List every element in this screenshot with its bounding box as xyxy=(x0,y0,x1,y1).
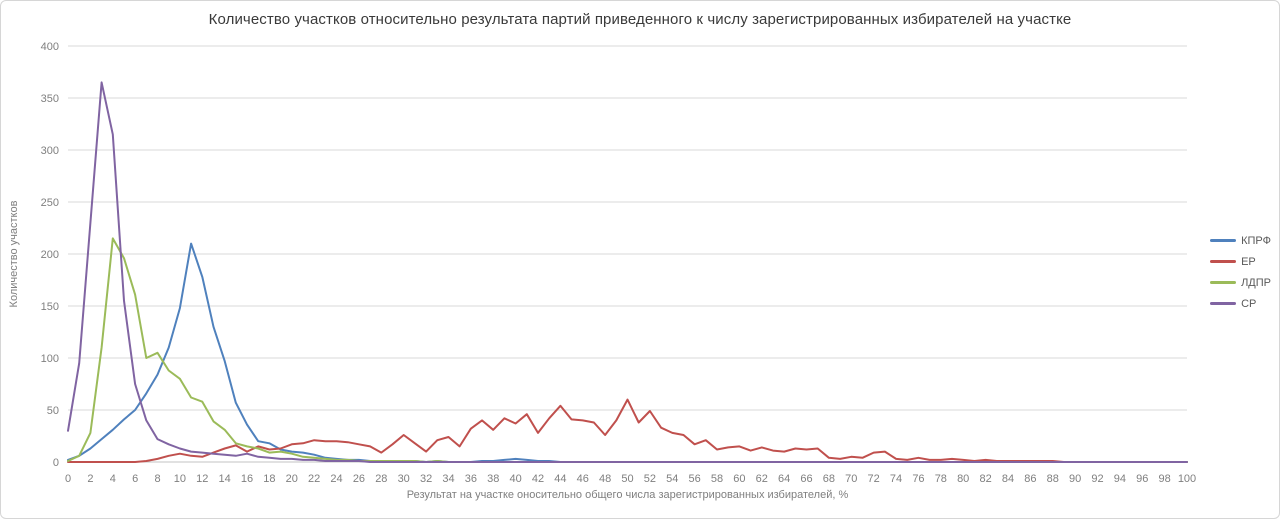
legend-item-СР: СР xyxy=(1210,297,1271,310)
x-tick-label: 38 xyxy=(487,473,499,485)
x-tick-label: 96 xyxy=(1136,473,1148,485)
x-tick-label: 40 xyxy=(509,473,521,485)
x-tick-label: 86 xyxy=(1024,473,1036,485)
x-tick-label: 52 xyxy=(644,473,656,485)
x-tick-label: 48 xyxy=(599,473,611,485)
x-tick-label: 66 xyxy=(800,473,812,485)
x-tick-label: 28 xyxy=(375,473,387,485)
legend-swatch-icon xyxy=(1210,302,1237,305)
x-tick-label: 64 xyxy=(778,473,790,485)
x-tick-label: 0 xyxy=(65,473,71,485)
legend-item-КПРФ: КПРФ xyxy=(1210,234,1271,247)
y-tick-label: 400 xyxy=(41,41,59,53)
legend-label: КПРФ xyxy=(1241,234,1271,247)
y-tick-label: 300 xyxy=(41,145,59,157)
legend-label: СР xyxy=(1241,297,1257,310)
legend-swatch-icon xyxy=(1210,260,1237,263)
legend-swatch-icon xyxy=(1210,239,1237,242)
legend-item-ЛДПР: ЛДПР xyxy=(1210,276,1271,289)
x-tick-label: 32 xyxy=(420,473,432,485)
x-tick-label: 74 xyxy=(890,473,902,485)
x-tick-label: 88 xyxy=(1047,473,1059,485)
x-tick-label: 80 xyxy=(957,473,969,485)
x-tick-label: 30 xyxy=(398,473,410,485)
x-tick-label: 14 xyxy=(219,473,231,485)
x-tick-label: 18 xyxy=(263,473,275,485)
series-line-КПРФ xyxy=(67,242,1188,463)
x-tick-label: 26 xyxy=(353,473,365,485)
x-tick-label: 2 xyxy=(87,473,93,485)
x-tick-label: 62 xyxy=(756,473,768,485)
x-tick-label: 84 xyxy=(1002,473,1014,485)
x-tick-label: 12 xyxy=(196,473,208,485)
x-tick-label: 92 xyxy=(1091,473,1103,485)
series-line-СР xyxy=(67,81,1188,463)
x-tick-label: 50 xyxy=(621,473,633,485)
x-tick-label: 90 xyxy=(1069,473,1081,485)
legend-swatch-icon xyxy=(1210,281,1237,284)
x-tick-label: 8 xyxy=(154,473,160,485)
x-tick-label: 42 xyxy=(532,473,544,485)
series-line-ЕР xyxy=(67,398,1188,463)
x-tick-label: 68 xyxy=(823,473,835,485)
x-tick-label: 94 xyxy=(1114,473,1126,485)
x-tick-label: 82 xyxy=(979,473,991,485)
x-tick-label: 4 xyxy=(110,473,116,485)
series-line-ЛДПР xyxy=(67,237,1188,463)
y-tick-label: 0 xyxy=(53,457,59,469)
legend: КПРФ ЕР ЛДПР СР xyxy=(1210,234,1271,310)
x-tick-label: 46 xyxy=(577,473,589,485)
x-tick-label: 100 xyxy=(1178,473,1196,485)
x-tick-label: 22 xyxy=(308,473,320,485)
legend-label: ЛДПР xyxy=(1241,276,1271,289)
x-tick-label: 72 xyxy=(868,473,880,485)
x-tick-label: 20 xyxy=(286,473,298,485)
legend-label: ЕР xyxy=(1241,255,1256,268)
x-tick-label: 78 xyxy=(935,473,947,485)
y-tick-label: 200 xyxy=(41,249,59,261)
x-axis-title: Результат на участке оносительно общего … xyxy=(406,489,849,501)
y-tick-label: 100 xyxy=(41,353,59,365)
y-tick-label: 150 xyxy=(41,301,59,313)
x-tick-label: 98 xyxy=(1158,473,1170,485)
x-tick-label: 34 xyxy=(442,473,454,485)
legend-item-ЕР: ЕР xyxy=(1210,255,1271,268)
x-tick-label: 54 xyxy=(666,473,678,485)
x-tick-label: 44 xyxy=(554,473,566,485)
x-tick-label: 24 xyxy=(330,473,342,485)
y-tick-label: 50 xyxy=(47,405,59,417)
x-tick-label: 56 xyxy=(689,473,701,485)
x-tick-label: 36 xyxy=(465,473,477,485)
y-tick-label: 250 xyxy=(41,197,59,209)
x-tick-label: 70 xyxy=(845,473,857,485)
y-tick-label: 350 xyxy=(41,93,59,105)
x-tick-label: 60 xyxy=(733,473,745,485)
x-tick-label: 6 xyxy=(132,473,138,485)
x-tick-label: 16 xyxy=(241,473,253,485)
x-tick-label: 76 xyxy=(912,473,924,485)
chart-title: Количество участков относительно результ… xyxy=(208,11,1072,28)
x-tick-label: 58 xyxy=(711,473,723,485)
x-tick-label: 10 xyxy=(174,473,186,485)
